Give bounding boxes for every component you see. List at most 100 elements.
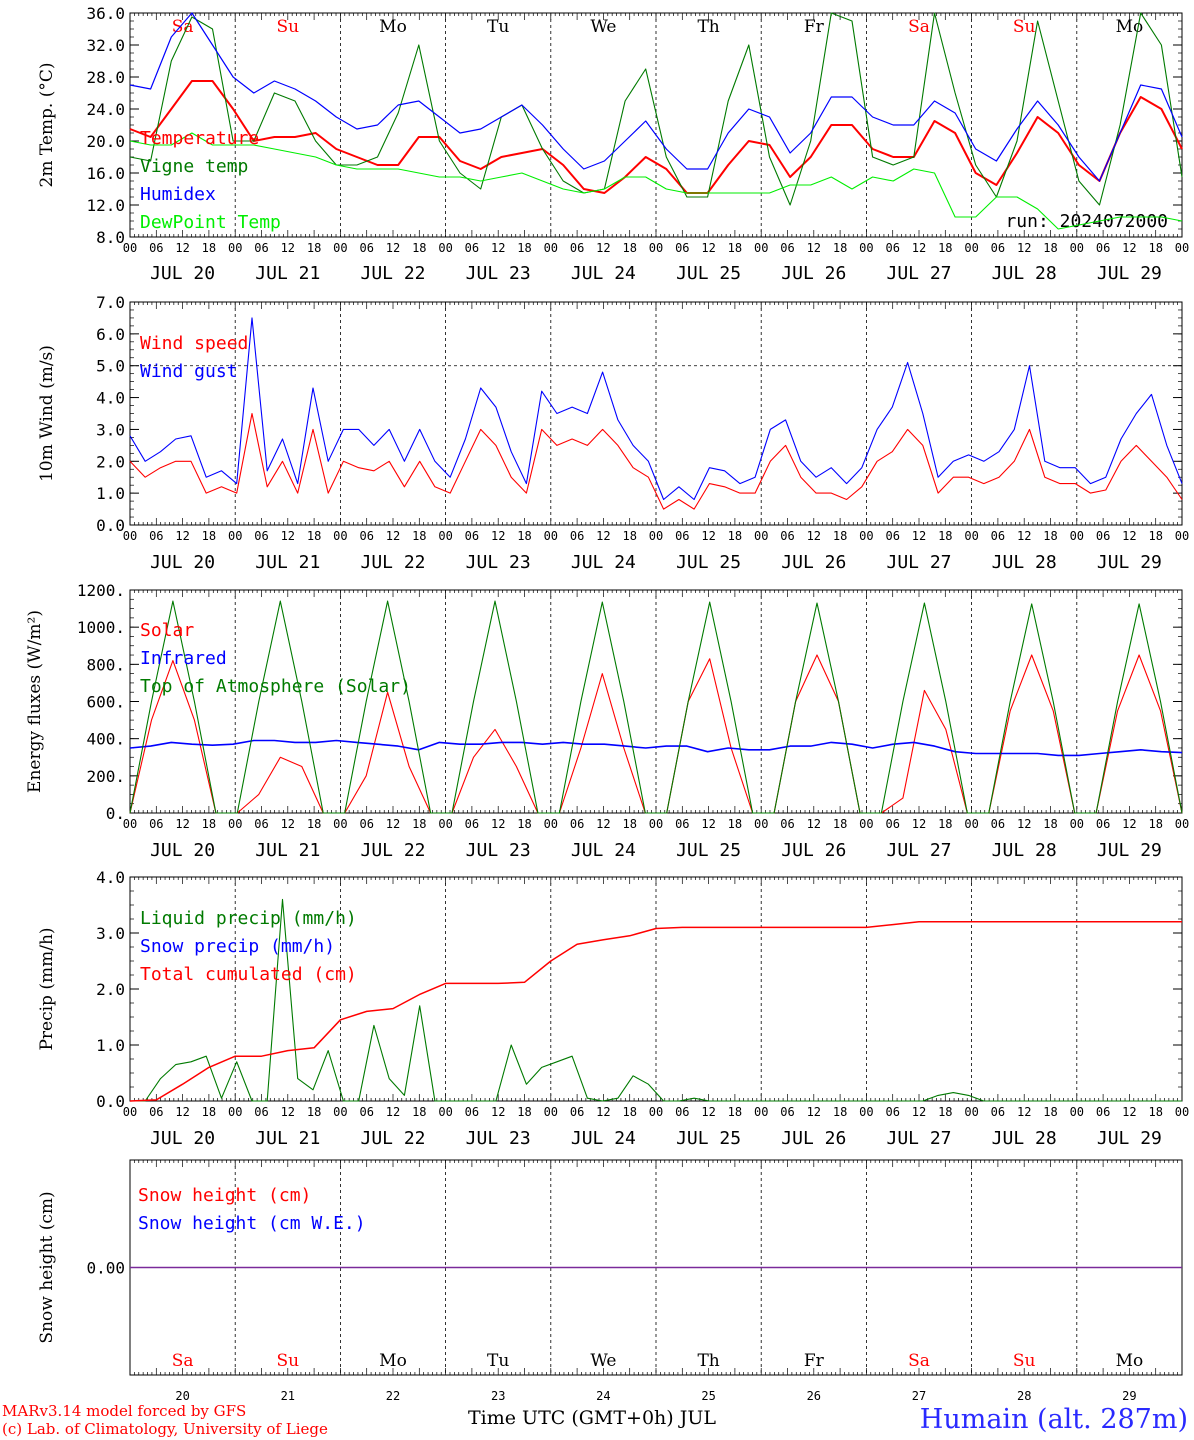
y-tick-label: 36.0: [86, 4, 125, 23]
date-label: JUL 21: [255, 263, 320, 284]
day-name: Fr: [804, 1351, 825, 1371]
y-tick-label: 0.00: [86, 1259, 125, 1278]
y-tick-label: 3.0: [96, 924, 125, 943]
legend-entry: Temperature: [140, 128, 259, 149]
hour-tick-label: 00: [544, 241, 558, 255]
hour-tick-label: 18: [517, 1105, 531, 1119]
day-name: Sa: [172, 17, 194, 37]
y-tick-label: 4.0: [96, 868, 125, 887]
day-name: Mo: [379, 17, 407, 37]
series-line: [129, 739, 1183, 757]
hour-tick-label: 00: [754, 241, 768, 255]
hour-tick-label: 18: [833, 529, 847, 543]
y-tick-label: 1200.: [77, 581, 125, 600]
hour-tick-label: 12: [1122, 1105, 1136, 1119]
hour-tick-label: 18: [833, 1105, 847, 1119]
series-line: [129, 600, 1183, 814]
day-name: Th: [697, 1351, 719, 1371]
y-axis-label: 2m Temp. (°C): [37, 62, 57, 187]
hour-tick-label: 12: [1017, 1105, 1031, 1119]
y-tick-label: 16.0: [86, 164, 125, 183]
hour-tick-label: 18: [517, 529, 531, 543]
legend-entry: Top of Atmosphere (Solar): [140, 676, 411, 697]
plot-frame: [129, 301, 1183, 526]
day-number: 26: [807, 1389, 821, 1403]
day-number: 23: [491, 1389, 505, 1403]
hour-tick-label: 06: [570, 817, 584, 831]
hour-tick-label: 12: [912, 1105, 926, 1119]
day-name: Sa: [908, 17, 930, 37]
panel-precip: 4.0 3.0 2.0 1.0 0.0 Precip (mm/h) 00 06 12 18 JUL …: [37, 868, 1189, 1149]
hour-tick-label: 00: [123, 1105, 137, 1119]
station-name: Humain (alt. 287m): [920, 1404, 1188, 1435]
hour-tick-label: 12: [281, 1105, 295, 1119]
legend-entry: Vigne temp: [140, 156, 248, 177]
date-label: JUL 23: [466, 263, 531, 284]
date-label: JUL 22: [360, 840, 425, 861]
hour-tick-label: 12: [386, 241, 400, 255]
hour-tick-label: 18: [202, 241, 216, 255]
date-label: JUL 26: [781, 1128, 846, 1149]
hour-tick-label: 00: [859, 529, 873, 543]
hour-tick-label: 06: [1096, 241, 1110, 255]
legend-entry: Snow height (cm): [138, 1185, 311, 1206]
day-number: 29: [1122, 1389, 1136, 1403]
hour-tick-label: 06: [465, 241, 479, 255]
lab-credit: (c) Lab. of Climatology, University of L…: [2, 1420, 328, 1438]
hour-tick-label: 00: [1175, 817, 1189, 831]
day-number: 20: [175, 1389, 189, 1403]
hour-tick-label: 12: [1122, 529, 1136, 543]
day-name: Tu: [487, 17, 509, 37]
hour-tick-label: 00: [228, 241, 242, 255]
legend-entry: Wind gust: [140, 361, 238, 382]
hour-tick-label: 18: [517, 241, 531, 255]
date-label: JUL 27: [886, 552, 951, 573]
date-label: JUL 24: [571, 552, 636, 573]
y-tick-label: 7.0: [96, 293, 125, 312]
y-tick-label: 1000.: [77, 618, 125, 637]
hour-tick-label: 00: [964, 529, 978, 543]
hour-tick-label: 00: [1070, 529, 1084, 543]
hour-tick-label: 18: [412, 241, 426, 255]
hour-tick-label: 06: [675, 241, 689, 255]
hour-tick-label: 12: [596, 529, 610, 543]
date-label: JUL 29: [1097, 552, 1162, 573]
date-label: JUL 22: [360, 263, 425, 284]
y-tick-label: 20.0: [86, 132, 125, 151]
hour-tick-label: 18: [1148, 529, 1162, 543]
hour-tick-label: 06: [780, 817, 794, 831]
hour-tick-label: 12: [175, 529, 189, 543]
panel-snow: 0.00 Snow height (cm) Sa 20 Su 21 Mo 22 Tu 23 We 24…: [37, 1159, 1183, 1403]
hour-tick-label: 06: [359, 817, 373, 831]
hour-tick-label: 18: [833, 241, 847, 255]
day-name: Su: [276, 1351, 299, 1371]
hour-tick-label: 00: [754, 817, 768, 831]
hour-tick-label: 06: [149, 529, 163, 543]
date-label: JUL 21: [255, 840, 320, 861]
hour-tick-label: 06: [254, 529, 268, 543]
hour-tick-label: 12: [912, 529, 926, 543]
y-axis-label: 10m Wind (m/s): [37, 345, 57, 482]
hour-tick-label: 00: [333, 1105, 347, 1119]
date-label: JUL 26: [781, 552, 846, 573]
date-label: JUL 25: [676, 1128, 741, 1149]
hour-tick-label: 06: [1096, 529, 1110, 543]
hour-tick-label: 00: [1175, 1105, 1189, 1119]
hour-tick-label: 12: [596, 1105, 610, 1119]
day-number: 28: [1017, 1389, 1031, 1403]
panel-temp: 36.0 32.0 28.0 24.0 20.0 16.0 12.0 8.0 2m Temp. …: [37, 4, 1189, 284]
hour-tick-label: 06: [675, 1105, 689, 1119]
hour-tick-label: 18: [412, 529, 426, 543]
day-name: Mo: [379, 1351, 407, 1371]
legend-entry: Snow height (cm W.E.): [138, 1213, 366, 1234]
hour-tick-label: 18: [1043, 529, 1057, 543]
hour-tick-label: 00: [1070, 1105, 1084, 1119]
date-label: JUL 20: [150, 263, 215, 284]
hour-tick-label: 06: [1096, 817, 1110, 831]
hour-tick-label: 18: [938, 241, 952, 255]
y-tick-label: 200.: [86, 767, 125, 786]
date-label: JUL 22: [360, 552, 425, 573]
legend-entry: Total cumulated (cm): [140, 964, 357, 985]
hour-tick-label: 06: [359, 1105, 373, 1119]
hour-tick-label: 12: [281, 817, 295, 831]
